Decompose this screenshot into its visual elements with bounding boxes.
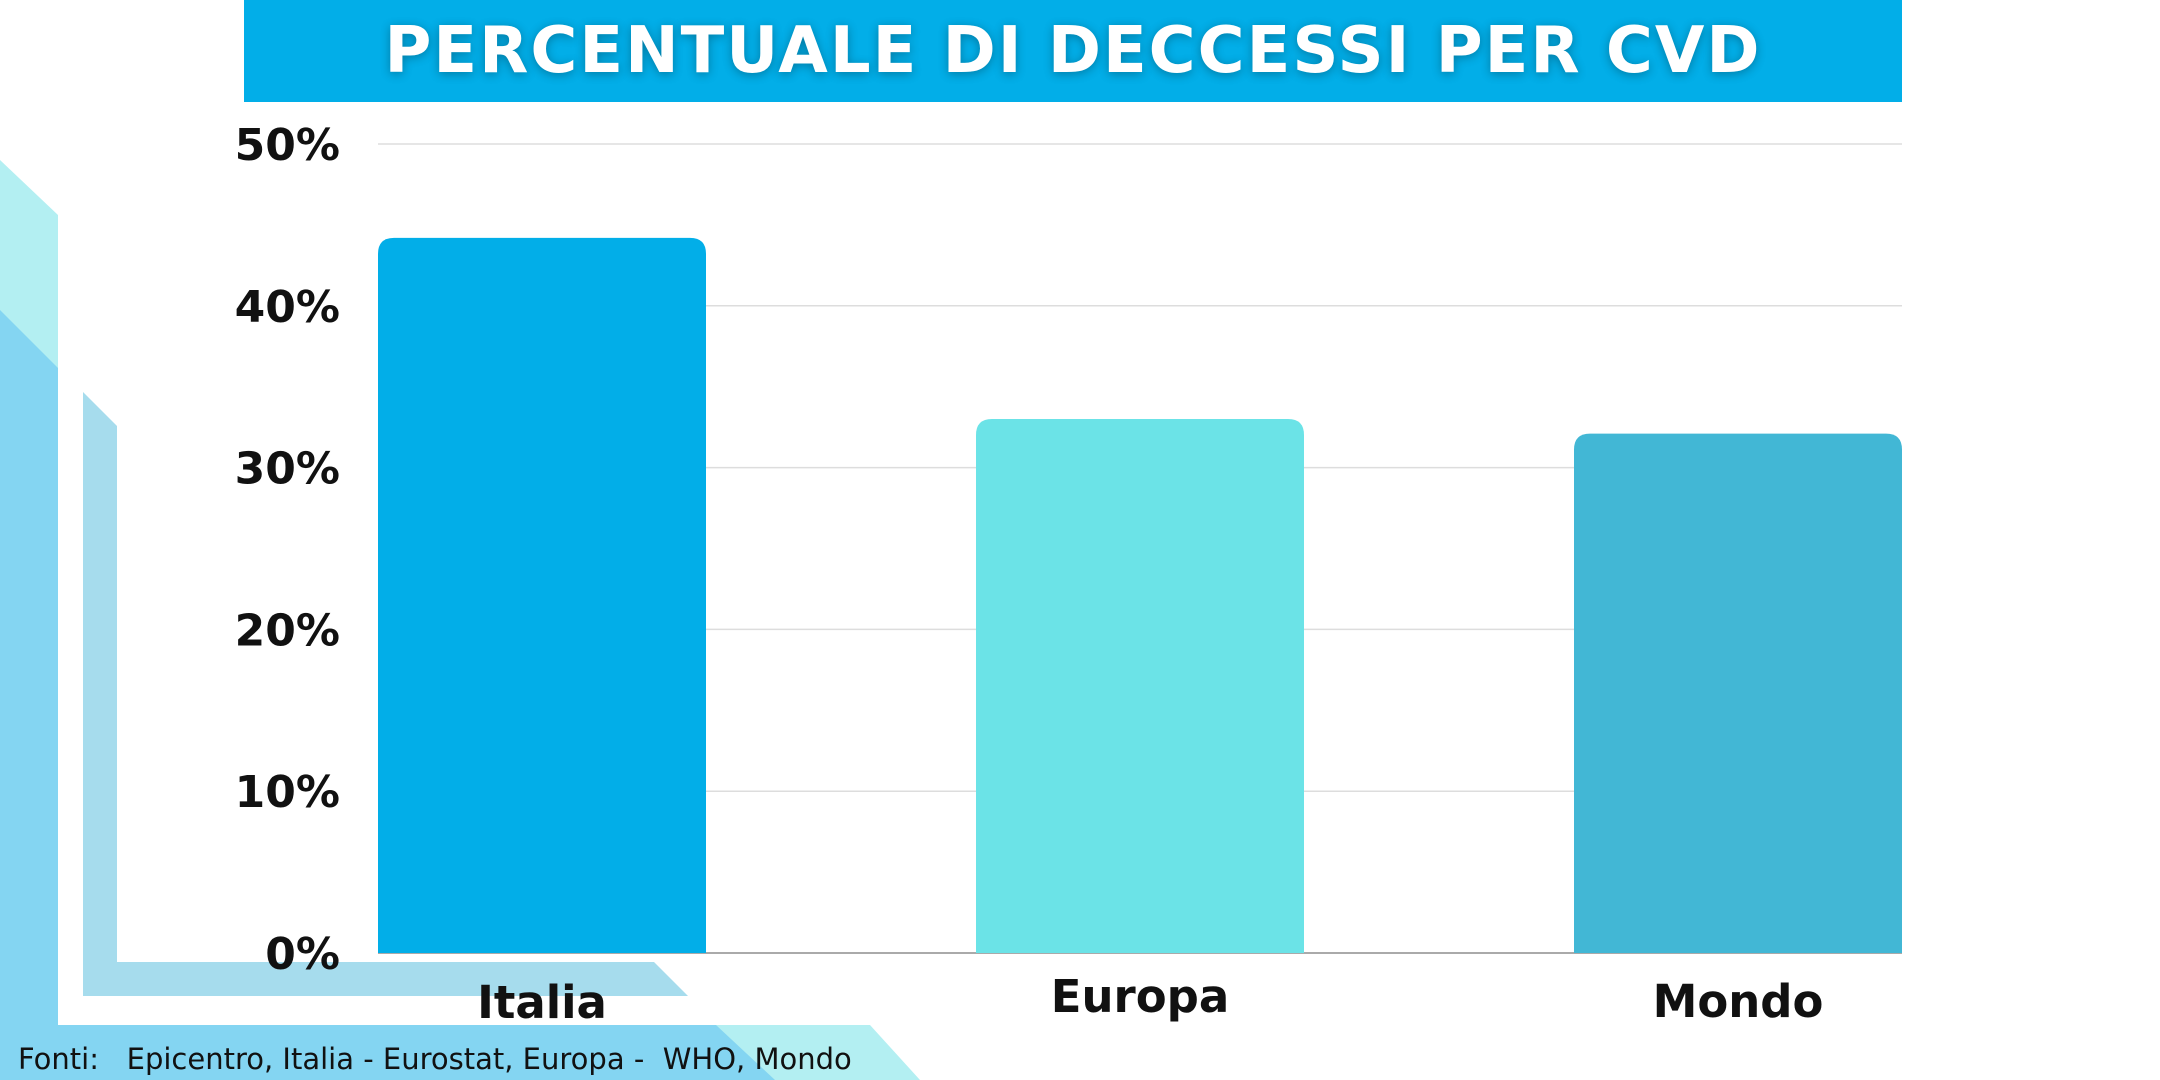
y-tick-label: 10% [235,767,340,818]
y-axis-ticks: 0% 10% 20% 30% 40% 50% [235,120,340,980]
x-tick-label-europa: Europa [1051,970,1229,1023]
y-tick-label: 20% [235,605,340,656]
title-banner: PERCENTUALE DI DECCESSI PER CVD [244,0,1902,102]
x-axis-labels: Italia Europa Mondo [477,970,1823,1029]
chart-title: PERCENTUALE DI DECCESSI PER CVD [384,14,1762,88]
bar-mondo [1574,433,1902,953]
y-tick-label: 30% [235,444,340,495]
x-tick-label-mondo: Mondo [1653,975,1824,1028]
footer-label: Fonti: [18,1042,99,1076]
footer-sources: Epicentro, Italia - Eurostat, Europa - W… [126,1042,852,1076]
bars [378,237,1902,953]
bar-europa [976,419,1304,953]
y-tick-label: 50% [235,120,340,171]
bar-italia [378,237,706,953]
sources-footer: Fonti: Epicentro, Italia - Eurostat, Eur… [18,1042,852,1076]
y-tick-label: 40% [235,282,340,333]
y-tick-label: 0% [265,929,340,980]
x-tick-label-italia: Italia [477,976,607,1029]
